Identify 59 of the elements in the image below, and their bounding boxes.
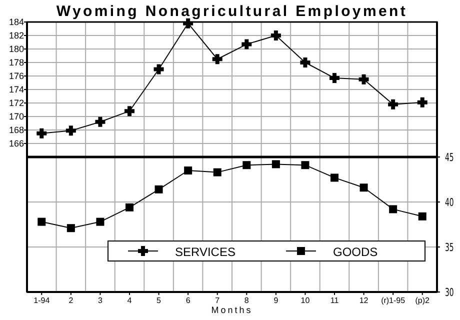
- point: [124, 106, 134, 116]
- chart-title: Wyoming Nonagricultural Employment: [56, 3, 408, 20]
- x-tick-label: 2: [68, 296, 74, 305]
- point: [330, 73, 340, 84]
- point: [66, 126, 76, 136]
- x-tick-label: 6: [186, 296, 191, 305]
- y-tick-label: 172: [8, 98, 24, 108]
- point: [270, 30, 281, 40]
- x-tick-label: 11: [330, 296, 340, 305]
- point: [417, 97, 428, 108]
- point: [301, 161, 310, 170]
- point: [154, 185, 163, 194]
- x-tick-label: 5: [156, 296, 162, 305]
- y-tick-label: 184: [8, 17, 24, 27]
- point: [358, 74, 369, 84]
- point: [95, 116, 106, 127]
- point: [36, 128, 47, 138]
- x-tick-label: 7: [215, 296, 220, 305]
- point: [389, 205, 398, 214]
- x-tick-label: 1-94: [34, 296, 50, 305]
- point: [213, 168, 222, 176]
- point: [154, 64, 164, 74]
- point: [212, 54, 222, 64]
- x-tick-label: (r)1-95: [381, 296, 406, 305]
- y-tick-label: 180: [8, 44, 24, 54]
- y2-tick-label: 40: [445, 196, 454, 210]
- point: [126, 203, 134, 212]
- y-tick-label: 174: [8, 84, 24, 94]
- y-tick-label: 176: [8, 71, 24, 81]
- legend-label: SERVICES: [175, 245, 236, 259]
- x-axis-title: Months: [211, 305, 253, 315]
- point: [360, 184, 368, 192]
- y2-tick-label: 45: [445, 152, 454, 164]
- x-tick-label: 9: [274, 296, 279, 305]
- x-tick-label: 10: [300, 296, 310, 305]
- point: [418, 212, 426, 220]
- point: [184, 166, 192, 174]
- point: [66, 224, 75, 232]
- point: [272, 160, 280, 168]
- y-tick-label: 182: [8, 30, 24, 40]
- y2-tick-label: 35: [445, 242, 454, 254]
- x-tick-label: 12: [359, 296, 369, 305]
- y-tick-label: 168: [8, 125, 24, 135]
- y-tick-label: 178: [8, 58, 24, 68]
- y2-tick-label: 30: [445, 286, 454, 300]
- legend-label: GOODS: [333, 245, 378, 259]
- point: [388, 99, 398, 110]
- point: [242, 161, 251, 170]
- point: [300, 58, 310, 68]
- x-tick-label: 3: [98, 296, 103, 305]
- x-tick-label: (p)2: [415, 296, 430, 305]
- x-tick-label: 4: [127, 296, 132, 305]
- point: [38, 218, 46, 226]
- x-tick-label: 8: [244, 296, 250, 305]
- point: [96, 218, 104, 226]
- y-tick-label: 170: [8, 112, 24, 122]
- point: [242, 39, 252, 50]
- point: [330, 174, 338, 182]
- y-tick-label: 166: [8, 138, 24, 148]
